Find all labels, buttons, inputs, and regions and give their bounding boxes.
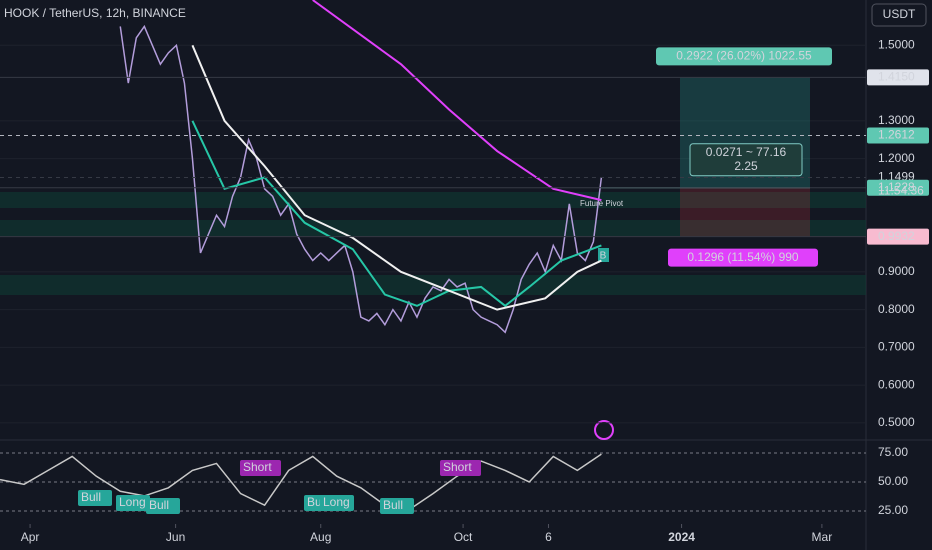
rsi-tick-label: 75.00 [878,445,908,459]
x-tick-label: Apr [21,530,40,544]
signal-label: Bull [383,498,403,512]
y-tick-label: 0.7000 [878,340,915,354]
signal-box [380,498,414,514]
stop-zone [680,187,810,237]
signal-box [146,498,180,514]
price-tag [867,69,929,86]
target-label: 0.2922 (26.02%) 1022.55 [676,49,812,63]
countdown: 11:54:36 [878,184,924,198]
price-tag-label: 1.2612 [878,128,915,142]
chart-title: HOOK / TetherUS, 12h, BINANCE [4,6,186,20]
stop-label: 0.1296 (11.54%) 990 [687,250,799,264]
x-tick-label: Oct [454,530,473,544]
zone [0,220,866,236]
x-tick-label: Jun [166,530,185,544]
price-tag-label: 0.9932 [878,229,915,243]
y-tick-label: 0.9000 [878,264,915,278]
signal-box [116,495,150,511]
price-tag-label: 1.1228 [878,180,915,194]
signal-label: Long [323,495,350,509]
pivot-label: Future Pivot [580,199,624,208]
signal-label: Short [243,460,272,474]
series-line [191,44,602,311]
series-line [312,0,602,202]
signal-box [440,460,481,476]
signal-label: B [600,251,607,262]
signal-label: Long [119,495,146,509]
y-tick-label: 1.2000 [878,151,915,165]
y-tick-label: 0.5000 [878,415,915,429]
x-tick-label: 6 [545,530,552,544]
signal-label: Short [443,460,472,474]
currency-button[interactable] [871,3,927,27]
price-tag [867,228,929,245]
entry-label: 0.0271 ~ 77.16 [706,145,787,159]
rsi-tick-label: 50.00 [878,474,908,488]
signal-label: Bull [149,498,169,512]
price-tag [867,179,929,196]
icon[interactable] [594,420,614,440]
x-tick-label: Aug [310,530,331,544]
y-tick-label: 0.6000 [878,377,915,391]
ratio-label: 2.25 [734,159,758,173]
rsi-line [0,453,602,511]
zone [0,192,866,208]
stop-box [668,248,818,267]
signal-box [78,490,112,506]
price-tag [867,127,929,144]
entry-box [689,143,803,177]
price-tag-label: 1.4150 [878,70,915,84]
signal-box [240,460,281,476]
signal-tag [598,248,609,262]
signal-label: Bull [81,490,101,504]
target-box [656,47,832,66]
series-line [119,24,603,334]
x-tick-label: Mar [812,530,833,544]
rsi-tick-label: 25.00 [878,503,908,517]
y-tick-label: 0.8000 [878,302,915,316]
y-tick-label: 1.5000 [878,37,915,51]
currency-label[interactable]: USDT [883,7,916,21]
x-tick-label: 2024 [668,530,695,544]
y-tick-label: 1.3000 [878,113,915,127]
signal-box [320,495,354,511]
